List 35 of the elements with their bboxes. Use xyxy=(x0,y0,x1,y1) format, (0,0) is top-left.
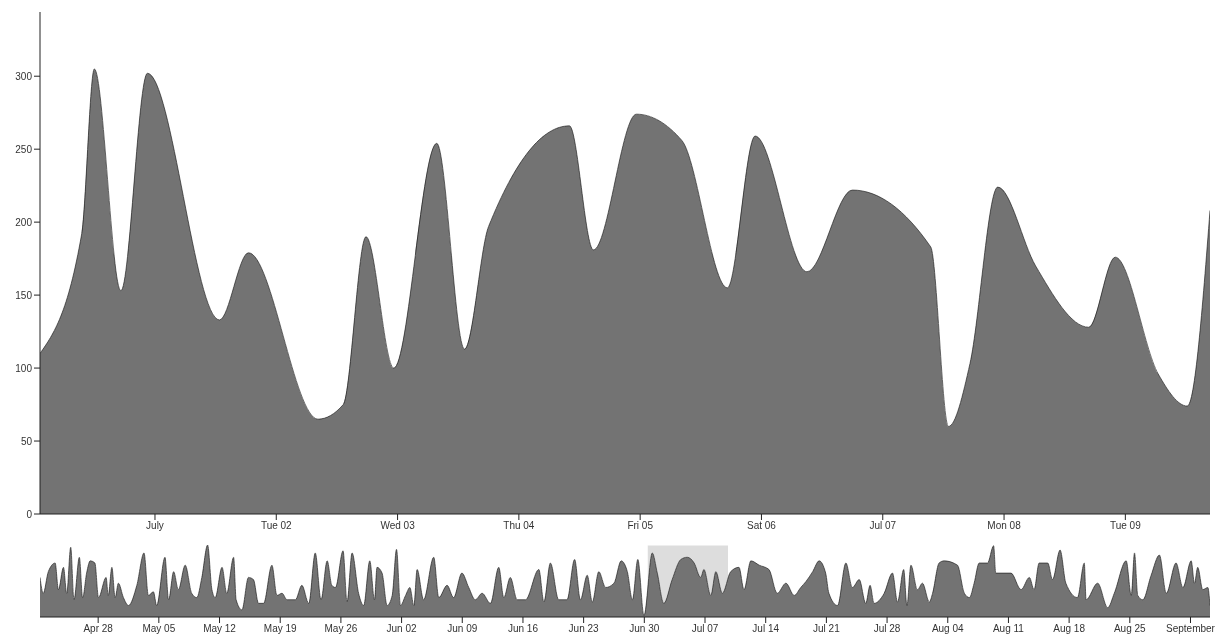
x-tick-label: July xyxy=(146,520,164,532)
x-tick-label: Aug 25 xyxy=(1113,623,1147,635)
x-tick-label: Apr 28 xyxy=(83,623,114,635)
x-tick-label: Jun 09 xyxy=(447,623,478,635)
y-tick-label: 50 xyxy=(20,435,33,447)
y-tick-label: 250 xyxy=(15,143,33,155)
x-tick-label: Jul 07 xyxy=(869,520,897,532)
x-tick-label: Mon 08 xyxy=(987,520,1022,532)
x-tick-label: Wed 03 xyxy=(380,520,416,532)
x-tick-label: Jun 02 xyxy=(386,623,418,635)
x-tick-label: May 05 xyxy=(142,623,176,635)
y-tick-label: 0 xyxy=(26,508,33,520)
x-tick-label: Jul 28 xyxy=(873,623,901,635)
x-tick-label: Fri 05 xyxy=(627,520,654,532)
y-tick-label: 100 xyxy=(15,362,33,374)
x-tick-label: Tue 09 xyxy=(1109,520,1142,532)
x-tick-label: Jun 23 xyxy=(568,623,600,635)
x-tick-label: Jul 14 xyxy=(752,623,780,635)
x-tick-label: Tue 02 xyxy=(260,520,293,532)
x-tick-label: Jun 30 xyxy=(629,623,660,635)
x-tick-label: Aug 18 xyxy=(1053,623,1086,635)
x-tick-label: Aug 04 xyxy=(931,623,965,635)
x-tick-label: May 12 xyxy=(203,623,237,635)
x-tick-label: September xyxy=(1166,623,1216,635)
x-tick-label: Jun 16 xyxy=(507,623,539,635)
x-tick-label: Aug 11 xyxy=(992,623,1025,635)
y-tick-label: 150 xyxy=(15,289,33,301)
x-tick-label: Jul 21 xyxy=(813,623,841,635)
x-tick-label: Sat 06 xyxy=(747,520,777,532)
x-tick-label: Jul 07 xyxy=(691,623,719,635)
x-tick-label: May 19 xyxy=(263,623,298,635)
x-tick-label: Thu 04 xyxy=(503,520,535,532)
x-tick-label: May 26 xyxy=(324,623,358,635)
y-tick-label: 300 xyxy=(15,70,33,82)
y-tick-label: 200 xyxy=(15,216,33,228)
